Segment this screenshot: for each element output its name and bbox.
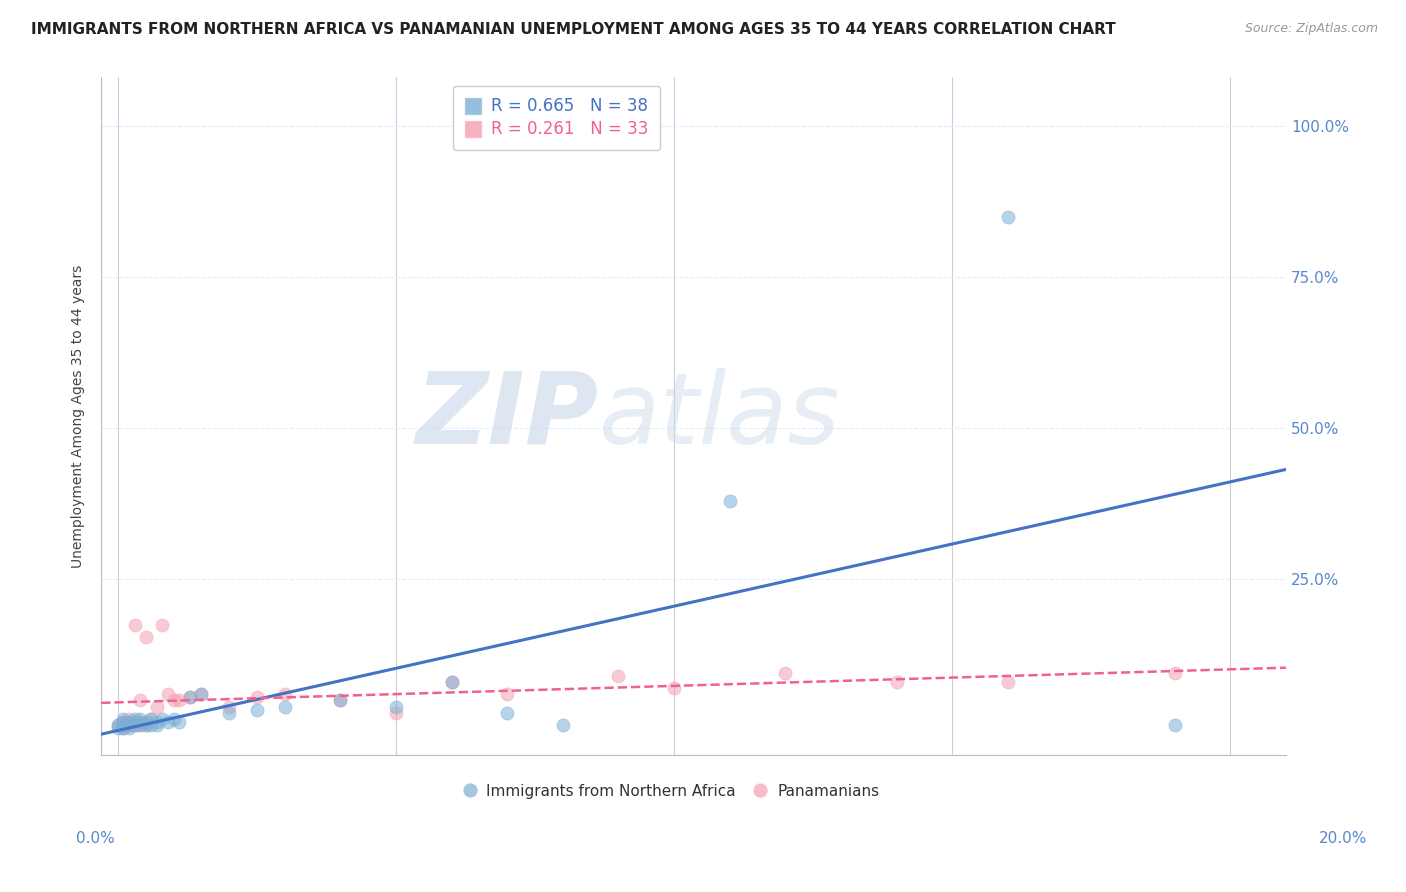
Point <box>1164 666 1187 681</box>
Point <box>112 717 135 731</box>
Y-axis label: Unemployment Among Ages 35 to 44 years: Unemployment Among Ages 35 to 44 years <box>72 265 86 568</box>
Point <box>718 493 741 508</box>
Point <box>141 717 163 731</box>
Point <box>112 712 135 726</box>
Point <box>135 630 157 644</box>
Point <box>607 669 630 683</box>
Point <box>162 712 184 726</box>
Point <box>179 690 201 705</box>
Point <box>118 717 141 731</box>
Text: ZIP: ZIP <box>416 368 599 465</box>
Point <box>218 699 240 714</box>
Text: 20.0%: 20.0% <box>1319 831 1367 847</box>
Point <box>118 712 141 726</box>
Point <box>156 714 179 729</box>
Point <box>152 712 174 726</box>
Point <box>124 717 146 731</box>
Point <box>162 693 184 707</box>
Point <box>112 717 135 731</box>
Point <box>775 666 797 681</box>
Text: atlas: atlas <box>599 368 841 465</box>
Point <box>112 721 135 735</box>
Point <box>112 714 135 729</box>
Point <box>124 618 146 632</box>
Text: 0.0%: 0.0% <box>76 831 115 847</box>
Text: Source: ZipAtlas.com: Source: ZipAtlas.com <box>1244 22 1378 36</box>
Point <box>496 706 519 720</box>
Point <box>167 714 190 729</box>
Point <box>124 717 146 731</box>
Point <box>152 618 174 632</box>
Point <box>129 712 152 726</box>
Point <box>190 687 212 701</box>
Point <box>997 675 1019 690</box>
Point <box>129 693 152 707</box>
Point <box>118 714 141 729</box>
Point <box>1164 717 1187 731</box>
Point <box>385 699 408 714</box>
Point <box>662 681 685 696</box>
Point <box>124 714 146 729</box>
Point <box>886 675 908 690</box>
Point <box>141 712 163 726</box>
Point <box>124 712 146 726</box>
Point <box>329 693 352 707</box>
Point <box>246 702 269 716</box>
Point <box>997 210 1019 224</box>
Point <box>146 717 169 731</box>
Text: IMMIGRANTS FROM NORTHERN AFRICA VS PANAMANIAN UNEMPLOYMENT AMONG AGES 35 TO 44 Y: IMMIGRANTS FROM NORTHERN AFRICA VS PANAM… <box>31 22 1116 37</box>
Point <box>129 717 152 731</box>
Point <box>274 699 297 714</box>
Point <box>135 717 157 731</box>
Point <box>440 675 463 690</box>
Point <box>135 717 157 731</box>
Point <box>440 675 463 690</box>
Point <box>146 699 169 714</box>
Point <box>107 717 129 731</box>
Point <box>385 706 408 720</box>
Point <box>274 687 297 701</box>
Point <box>141 712 163 726</box>
Legend: Immigrants from Northern Africa, Panamanians: Immigrants from Northern Africa, Panaman… <box>454 778 886 805</box>
Point <box>112 721 135 735</box>
Point <box>118 717 141 731</box>
Point <box>107 721 129 735</box>
Point <box>190 687 212 701</box>
Point <box>246 690 269 705</box>
Point <box>218 706 240 720</box>
Point <box>135 714 157 729</box>
Point <box>179 690 201 705</box>
Point <box>129 717 152 731</box>
Point <box>167 693 190 707</box>
Point <box>129 714 152 729</box>
Point <box>329 693 352 707</box>
Point <box>112 714 135 729</box>
Point <box>156 687 179 701</box>
Point <box>146 714 169 729</box>
Point <box>118 721 141 735</box>
Point <box>107 717 129 731</box>
Point <box>551 717 574 731</box>
Point <box>496 687 519 701</box>
